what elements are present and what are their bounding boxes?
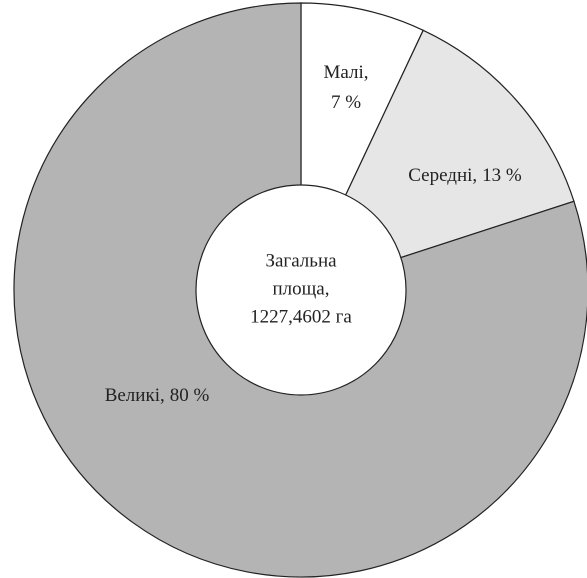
donut-hole (195, 184, 407, 396)
slice-value: 13 % (482, 165, 522, 186)
center-label: Загальна (265, 250, 337, 271)
center-label: 1227,4602 га (250, 306, 352, 327)
center-label: площа, (273, 278, 330, 299)
slice-category: Малі, (323, 62, 368, 83)
slice-label: Середні, 13 % (408, 165, 522, 186)
slice-value: 7 % (331, 92, 361, 113)
slice-label: Малі, 7 % (323, 62, 368, 113)
slice-category: Великі, (105, 385, 165, 406)
slice-value: 80 % (170, 385, 210, 406)
slice-category: Середні, (408, 165, 477, 186)
slice-label: Великі, 80 % (105, 385, 210, 406)
